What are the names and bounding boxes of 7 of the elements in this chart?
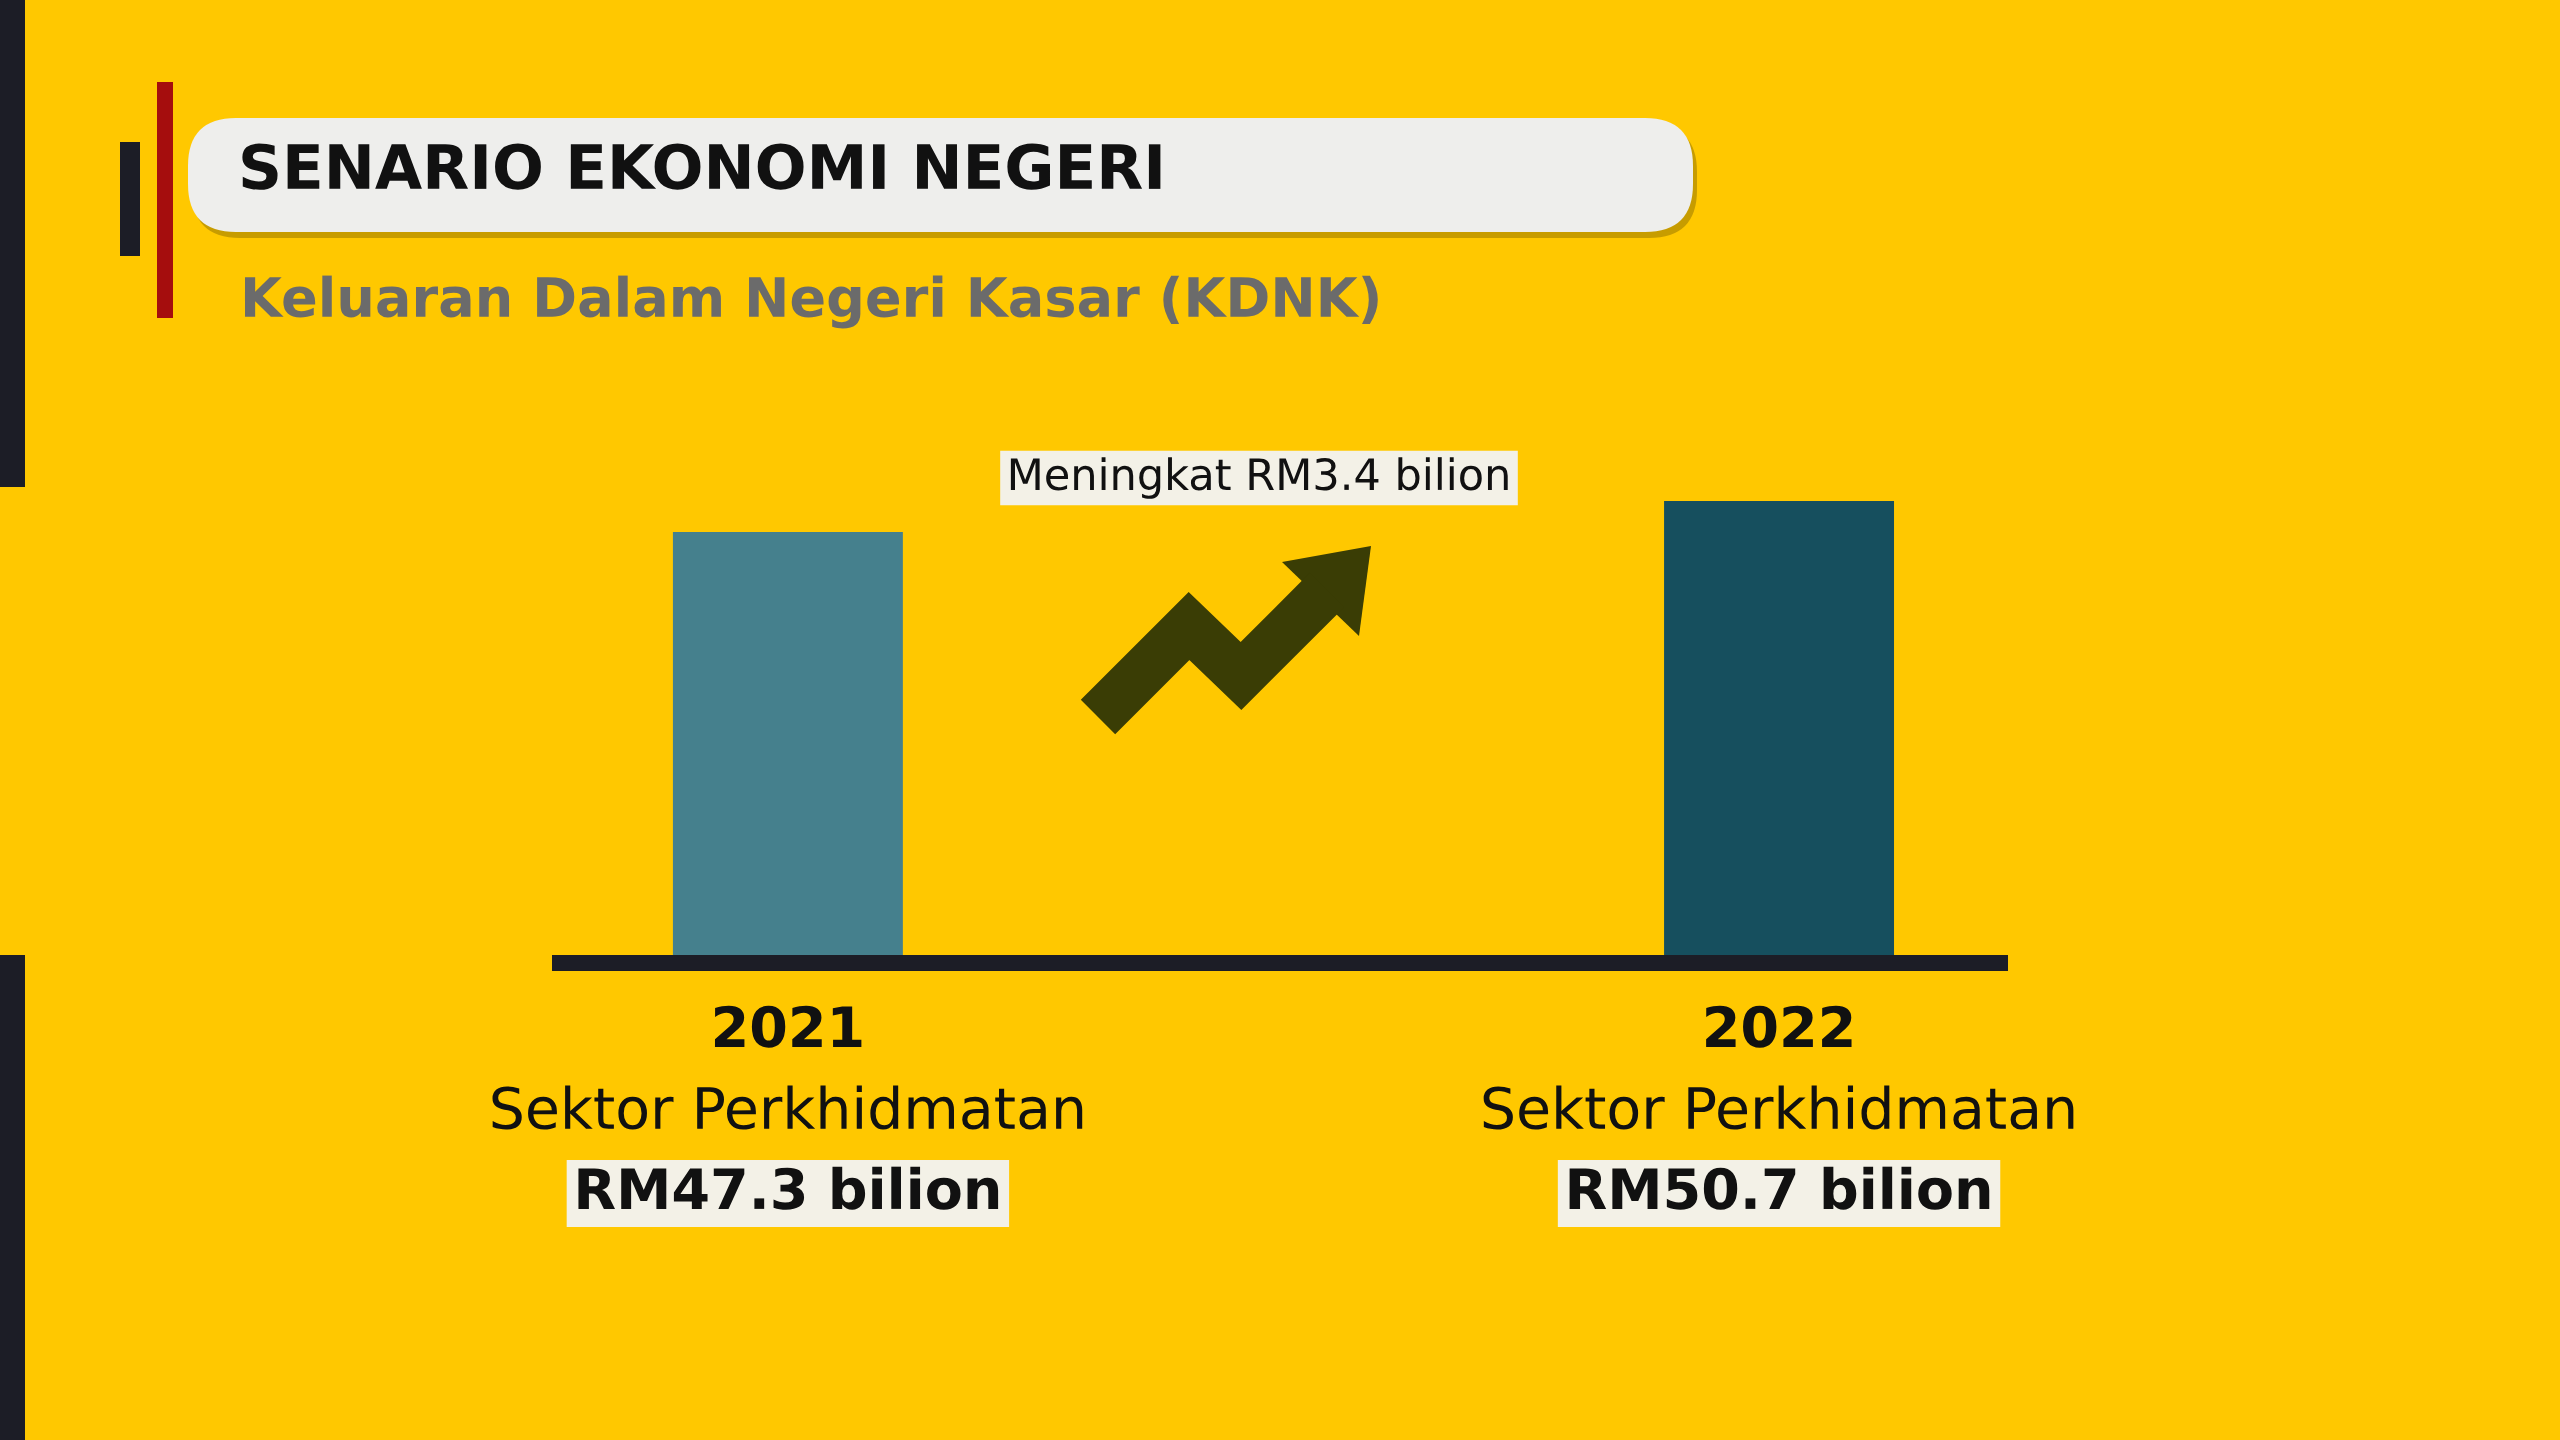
chart-title: SENARIO EKONOMI NEGERI [242, 143, 1161, 190]
category-label: 2022 Sektor Perkhidmatan [1483, 1005, 2074, 1130]
chart-subtitle: Keluaran Dalam Negeri Kasar (KDNK) [244, 275, 1378, 329]
category-label: 2021 Sektor Perkhidmatan [492, 1005, 1083, 1130]
data-label: RM47.3 bilion [578, 1166, 999, 1210]
text: Meningkat RM3.4 bilion [1010, 457, 1508, 499]
data-label: RM50.7 bilion [1569, 1166, 1990, 1210]
